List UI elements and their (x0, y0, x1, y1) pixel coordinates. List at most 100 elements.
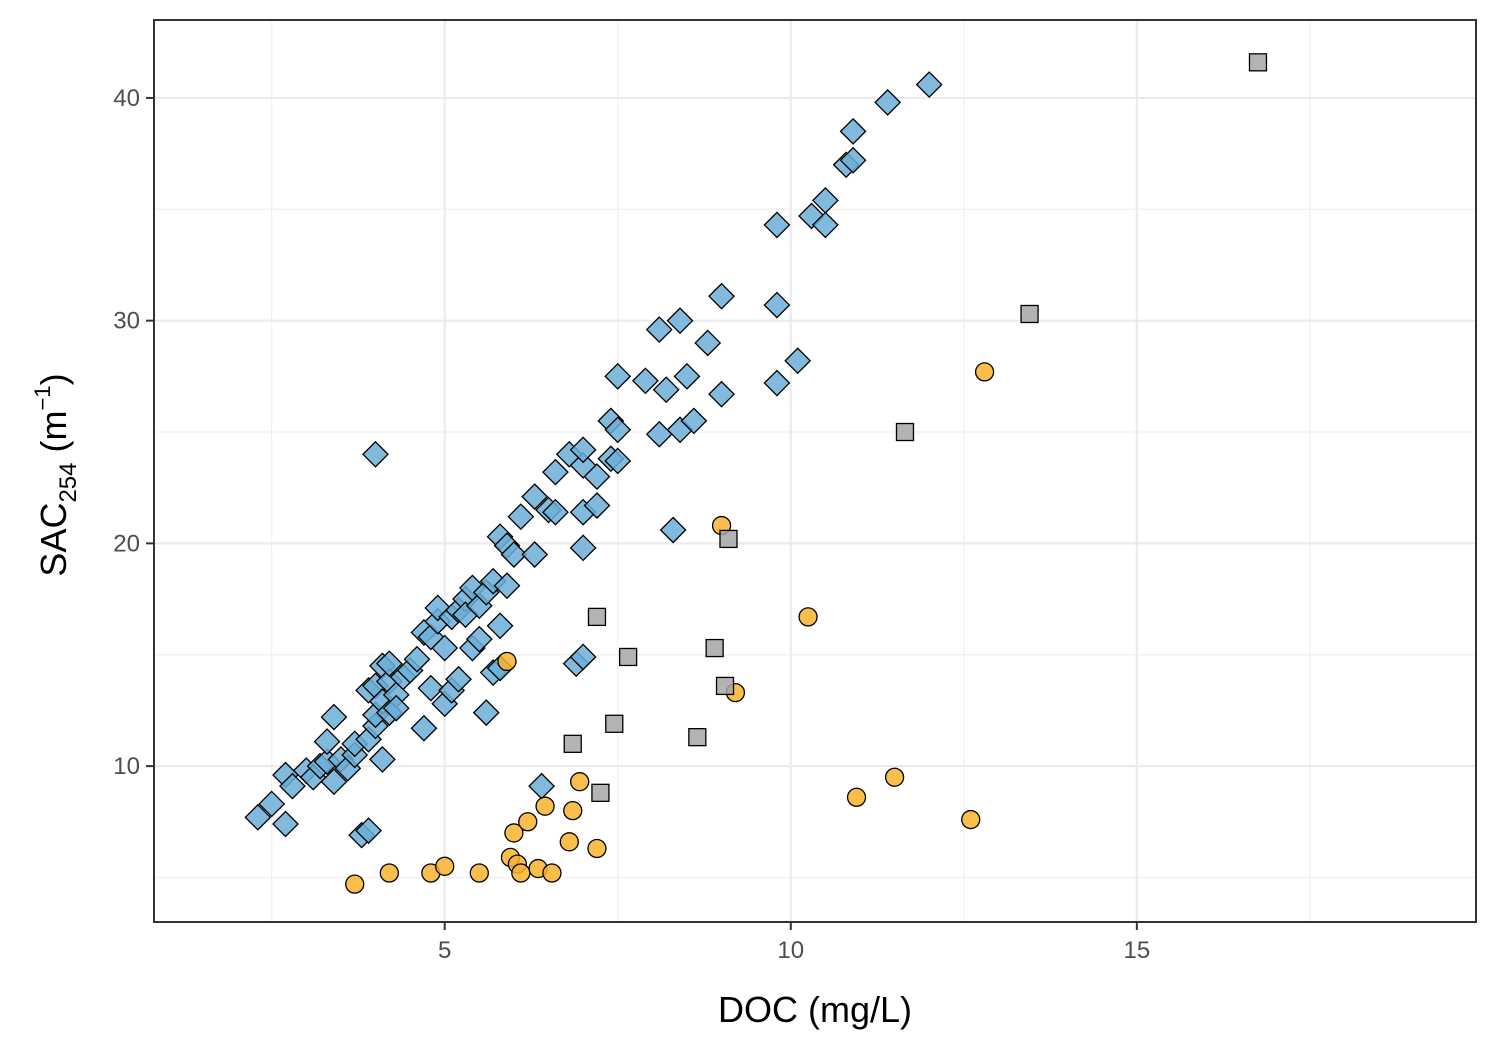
data-point-diamond (569, 436, 597, 464)
x-axis-title: DOC (mg/L) (718, 989, 912, 1030)
data-point-circle (504, 823, 524, 843)
y-tick-label: 30 (113, 308, 140, 335)
data-point-circle (559, 832, 579, 852)
data-point-circle (518, 812, 538, 832)
data-point-diamond (500, 541, 528, 568)
data-point-diamond (431, 634, 459, 662)
data-point-circle (798, 607, 818, 627)
data-point-circle (587, 838, 607, 859)
data-point-diamond (673, 362, 701, 390)
x-tick-label: 15 (1123, 937, 1150, 964)
data-point-circle (570, 772, 590, 792)
data-point-diamond (632, 367, 659, 395)
data-point-square (1248, 53, 1268, 72)
y-tick-label: 20 (113, 530, 140, 557)
data-point-square (563, 734, 582, 753)
data-point-diamond (320, 703, 348, 731)
data-point-circle (535, 796, 555, 816)
data-points (244, 53, 1268, 894)
data-point-circle (345, 874, 365, 894)
data-point-diamond (583, 463, 611, 490)
data-point-diamond (410, 714, 438, 742)
y-axis-title-unit-superscript: −1 (30, 385, 55, 410)
data-point-diamond (915, 71, 943, 99)
data-point-square (719, 529, 738, 549)
data-point-diamond (521, 483, 549, 511)
data-point-diamond (666, 307, 694, 335)
data-point-diamond (244, 803, 272, 831)
data-point-diamond (272, 810, 299, 838)
data-point-diamond (375, 650, 403, 678)
x-tick-label: 10 (777, 937, 804, 964)
minor-gridlines (154, 20, 1476, 922)
data-point-square (587, 607, 607, 627)
data-point-diamond (763, 291, 791, 319)
data-point-diamond (604, 447, 632, 475)
data-point-circle (379, 863, 399, 883)
data-point-diamond (362, 440, 389, 468)
data-point-square (895, 422, 915, 442)
data-point-circle (469, 863, 489, 883)
y-axis: 10 20 30 40 (113, 85, 154, 780)
data-point-circle (542, 863, 562, 883)
data-point-diamond (874, 88, 902, 116)
data-point-diamond (659, 516, 687, 544)
data-point-diamond (839, 117, 867, 145)
data-point-diamond (258, 790, 286, 818)
y-axis-title: SAC254 (m−1) (30, 373, 82, 576)
data-point-diamond (493, 572, 521, 600)
data-point-diamond (708, 380, 735, 408)
data-point-diamond (652, 376, 680, 404)
data-point-diamond (763, 369, 791, 397)
data-point-circle (961, 809, 981, 830)
data-point-diamond (542, 458, 569, 486)
data-point-diamond (569, 643, 597, 671)
data-point-diamond (839, 146, 867, 174)
data-point-circle (511, 863, 531, 883)
y-tick-label: 10 (113, 753, 140, 780)
data-point-diamond (465, 625, 493, 653)
data-point-diamond (313, 728, 341, 756)
x-tick-label: 5 (438, 937, 451, 964)
x-axis: 5 10 15 (438, 922, 1150, 964)
major-gridlines (154, 20, 1476, 922)
data-point-diamond (417, 674, 445, 702)
data-point-circle (846, 787, 867, 807)
data-point-diamond (604, 416, 632, 444)
data-point-diamond (382, 694, 410, 722)
data-point-square (688, 727, 707, 747)
data-point-diamond (445, 665, 472, 693)
y-axis-title-subscript: 254 (55, 463, 82, 503)
data-point-circle (884, 767, 905, 787)
data-point-circle (497, 651, 517, 672)
data-point-diamond (763, 211, 791, 239)
data-point-diamond (784, 347, 812, 375)
data-point-diamond (604, 362, 632, 390)
data-point-circle (974, 362, 995, 382)
data-point-square (1020, 304, 1039, 324)
y-axis-title-main: SAC (33, 503, 74, 577)
data-point-diamond (583, 492, 611, 519)
data-point-diamond (486, 612, 514, 640)
data-point-square (715, 676, 735, 696)
data-point-square (705, 638, 724, 658)
data-point-diamond (680, 407, 708, 435)
data-point-circle (435, 856, 455, 876)
data-point-diamond (279, 772, 306, 800)
data-point-diamond (368, 745, 396, 773)
data-point-diamond (542, 498, 569, 526)
y-axis-title-unit-open: (m (33, 411, 74, 463)
data-point-diamond (569, 534, 597, 562)
data-point-diamond (708, 282, 735, 310)
data-point-diamond (507, 503, 535, 531)
y-tick-label: 40 (113, 85, 140, 112)
data-point-diamond (521, 541, 549, 568)
data-point-square (591, 783, 610, 802)
data-point-diamond (694, 329, 722, 357)
data-point-square (618, 647, 638, 667)
data-point-diamond (645, 316, 673, 343)
data-point-diamond (472, 699, 500, 727)
y-axis-title-unit-close: ) (33, 373, 74, 385)
